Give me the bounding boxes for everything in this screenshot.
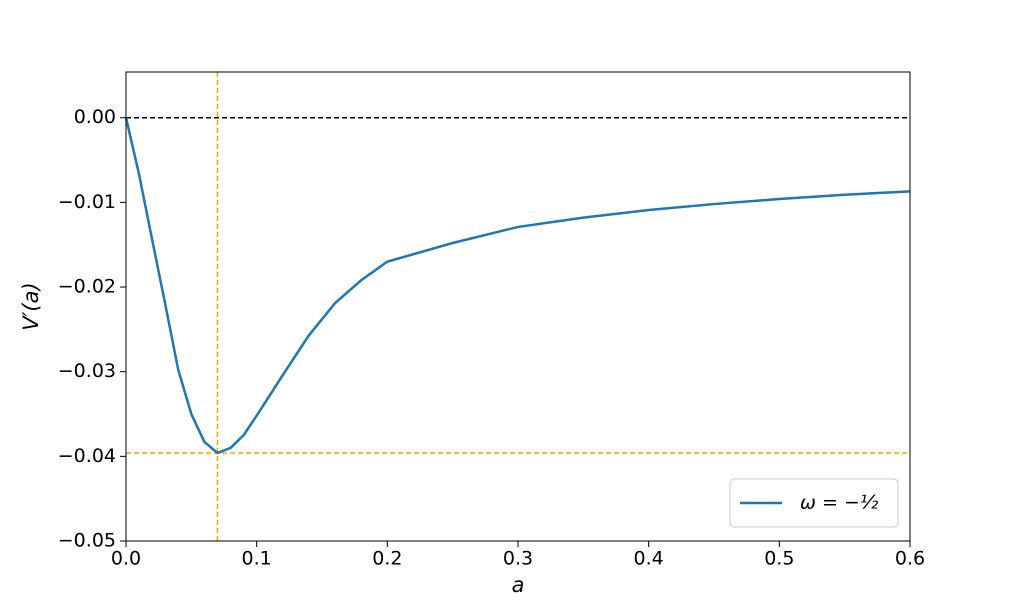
plot-frame	[125, 71, 911, 542]
y-tick-label: 0.00	[74, 106, 116, 128]
x-tick-label: 0.1	[242, 548, 272, 570]
y-tick-label: −0.04	[58, 445, 116, 467]
x-tick-label: 0.0	[111, 548, 141, 570]
x-tick-label: 0.6	[895, 548, 925, 570]
data-line	[124, 117, 911, 455]
y-tick-label: −0.01	[58, 191, 116, 213]
y-tick-label: −0.05	[58, 530, 116, 552]
x-tick-label: 0.2	[372, 548, 402, 570]
legend-box	[729, 478, 899, 528]
x-axis-title: a	[512, 573, 525, 597]
legend-label: ω = −½	[800, 492, 879, 514]
x-tick-label: 0.5	[764, 548, 794, 570]
y-axis-title: V′(a)	[19, 282, 43, 330]
x-tick-label: 0.4	[634, 548, 664, 570]
y-tick-label: −0.02	[58, 276, 116, 298]
x-tick-label: 0.3	[503, 548, 533, 570]
legend: ω = −½	[729, 478, 899, 528]
y-tick-label: −0.03	[58, 360, 116, 382]
